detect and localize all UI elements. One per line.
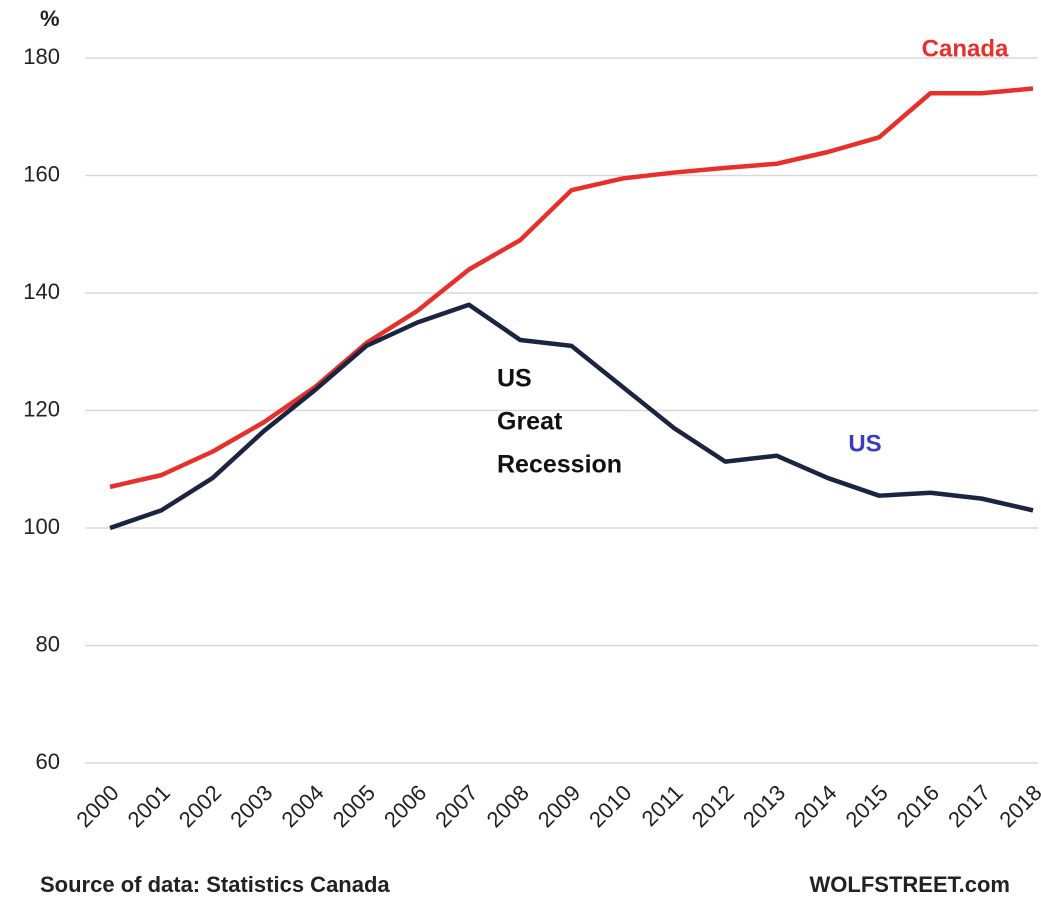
series-label: US — [848, 430, 881, 457]
annotation: US — [497, 365, 532, 393]
x-tick-label: 2003 — [225, 780, 277, 832]
x-tick-label: 2015 — [841, 780, 893, 832]
y-tick-label: 120 — [23, 396, 60, 421]
credit: WOLFSTREET.com — [810, 872, 1010, 897]
x-tick-label: 2012 — [687, 780, 739, 832]
x-tick-label: 2005 — [328, 780, 380, 832]
series-label: Canada — [922, 35, 1009, 62]
series-line — [109, 86, 1034, 490]
x-tick-label: 2001 — [123, 780, 175, 832]
y-tick-label: 160 — [23, 161, 60, 186]
y-tick-label: 80 — [36, 631, 60, 656]
series-line — [109, 302, 1034, 531]
x-tick-label: 2014 — [789, 780, 841, 832]
y-tick-label: 180 — [23, 44, 60, 69]
y-axis-label: % — [40, 6, 60, 31]
x-tick-label: 2007 — [430, 780, 482, 832]
x-tick-label: 2011 — [637, 780, 688, 831]
x-tick-label: 2002 — [174, 780, 226, 832]
y-tick-label: 100 — [23, 514, 60, 539]
y-tick-label: 60 — [36, 749, 60, 774]
y-tick-label: 140 — [23, 279, 60, 304]
x-tick-label: 2009 — [533, 780, 585, 832]
x-tick-label: 2018 — [994, 780, 1041, 832]
x-tick-label: 2017 — [943, 780, 995, 832]
x-tick-label: 2016 — [892, 780, 944, 832]
x-tick-label: 2013 — [738, 780, 790, 832]
annotation: Great — [497, 408, 563, 436]
source: Source of data: Statistics Canada — [40, 872, 390, 897]
x-tick-label: 2006 — [379, 780, 431, 832]
x-tick-label: 2004 — [276, 780, 328, 832]
x-tick-label: 2010 — [584, 780, 636, 832]
annotation: Recession — [497, 451, 622, 479]
x-tick-label: 2008 — [482, 780, 534, 832]
x-tick-label: 2000 — [71, 780, 123, 832]
